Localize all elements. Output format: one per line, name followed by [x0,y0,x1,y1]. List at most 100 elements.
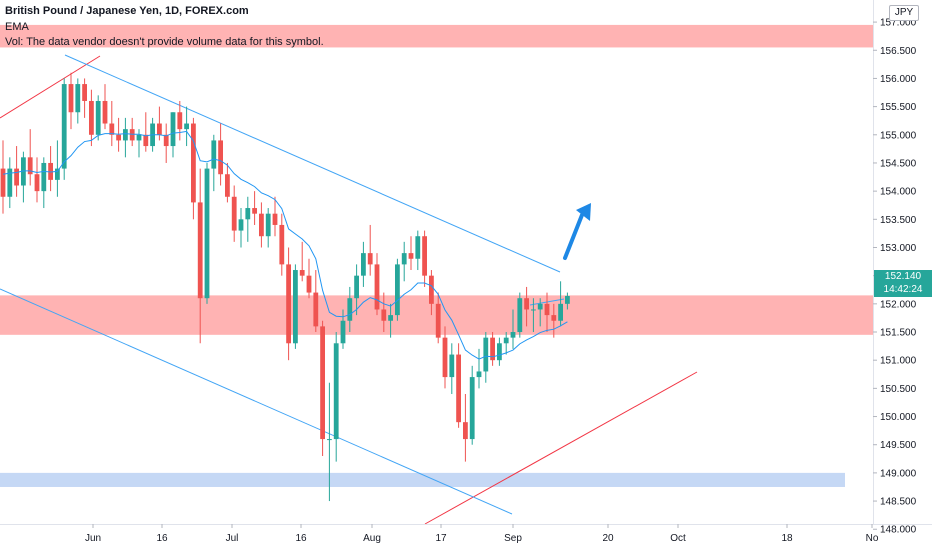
candle-body [544,303,550,316]
candle-body [340,320,346,344]
candle-body [286,264,291,344]
price-tick-label: 148.000 [880,525,917,536]
time-tick-label: Aug [363,533,381,544]
candle-body [347,298,353,321]
candle-body [61,84,67,169]
price-tick-label: 155.000 [880,130,917,141]
price-tick-label: 151.500 [880,328,917,339]
last-price-label: 152.140 14:42:24 [874,270,932,297]
candle-body [531,309,536,311]
arrow-shaft [563,213,584,260]
candles-layer [0,72,570,502]
time-tick-label: 17 [435,533,447,544]
last-price-value: 152.140 [884,271,922,282]
price-tick-label: 157.000 [880,18,917,29]
candle-body [75,84,81,113]
candle-body [333,343,339,440]
candle-body [476,371,482,378]
channel-lower-line [0,288,513,515]
candle-body [204,168,210,299]
time-tick-label: 18 [781,533,793,544]
time-tick-label: Sep [504,533,522,544]
candle-body [89,100,94,135]
price-tick-label: 148.500 [880,497,917,508]
candle-body [136,134,142,141]
upper-trendline [0,55,101,119]
candle-body [510,332,516,338]
price-tick-label: 154.000 [880,187,917,198]
price-tick-label: 152.000 [880,299,917,310]
price-tick-label: 149.000 [880,468,917,479]
candle-body [395,264,400,316]
candle-body [163,134,169,147]
candle-body [279,224,285,265]
candle-body [367,253,373,265]
candle-body [537,303,543,310]
price-tick-label: 153.500 [880,215,917,226]
candle-body [483,337,489,372]
time-tick-label: Jul [226,533,239,544]
candle-body [381,309,387,321]
drawing-lines-layer [0,54,698,525]
price-tick-label: 153.000 [880,243,917,254]
price-tick-label: 150.000 [880,412,917,423]
candle-body [129,129,135,141]
candle-body [388,315,393,321]
candle-body [524,298,529,310]
candle-body [306,275,312,293]
candle-body [252,208,257,214]
candle-body [435,303,441,338]
candle-body [374,264,380,310]
candle-body [55,168,60,180]
candle-body [7,168,13,197]
candle-body [14,168,19,186]
candle-body [272,213,278,225]
candle-body [116,134,121,141]
candle-body [82,84,87,101]
candle-body [469,377,475,440]
time-axis[interactable]: Jun 16 Jul 16 Aug 17 Sep 20 Oct 18 No [85,524,879,544]
time-tick-label: 16 [295,533,307,544]
candle-body [313,292,319,327]
ema-line [2,130,568,360]
candle-body [225,174,230,197]
candle-body [463,422,468,440]
candle-body [354,275,359,299]
volume-note: Vol: The data vendor doesn't provide vol… [5,36,324,48]
ema-indicator-label[interactable]: EMA [5,21,29,33]
channel-upper-line [64,54,561,273]
currency-button[interactable]: JPY [889,5,919,21]
candle-body [211,140,217,169]
candle-body [442,337,448,378]
price-tick-label: 155.500 [880,102,917,113]
price-tick-label: 149.500 [880,440,917,451]
support-zone [0,472,845,487]
candle-body [361,253,366,276]
candle-body [517,298,523,333]
candle-body [157,123,162,135]
candle-body [95,100,101,135]
symbol-title[interactable]: British Pound / Japanese Yen, 1D, FOREX.… [5,5,249,17]
candle-body [299,270,305,276]
candle-body [320,326,325,440]
candle-body [41,162,47,192]
candle-body [259,213,264,237]
candle-body [170,112,176,147]
candle-body [551,315,557,321]
candle-body [102,100,108,124]
candle-body [184,123,189,130]
price-tick-label: 156.500 [880,46,917,57]
candle-body [408,253,414,259]
price-tick-label: 150.500 [880,384,917,395]
candle-body [109,123,115,135]
time-tick-label: 20 [602,533,614,544]
bar-countdown: 14:42:24 [883,284,923,295]
price-axis[interactable]: 148.000 148.500 149.000 149.500 150.000 150.5… [873,18,917,536]
time-tick-label: Oct [670,533,686,544]
candle-body [245,208,251,220]
candle-body [429,275,434,304]
candle-body [218,140,223,175]
price-tick-label: 156.000 [880,74,917,85]
candle-body [177,112,183,130]
